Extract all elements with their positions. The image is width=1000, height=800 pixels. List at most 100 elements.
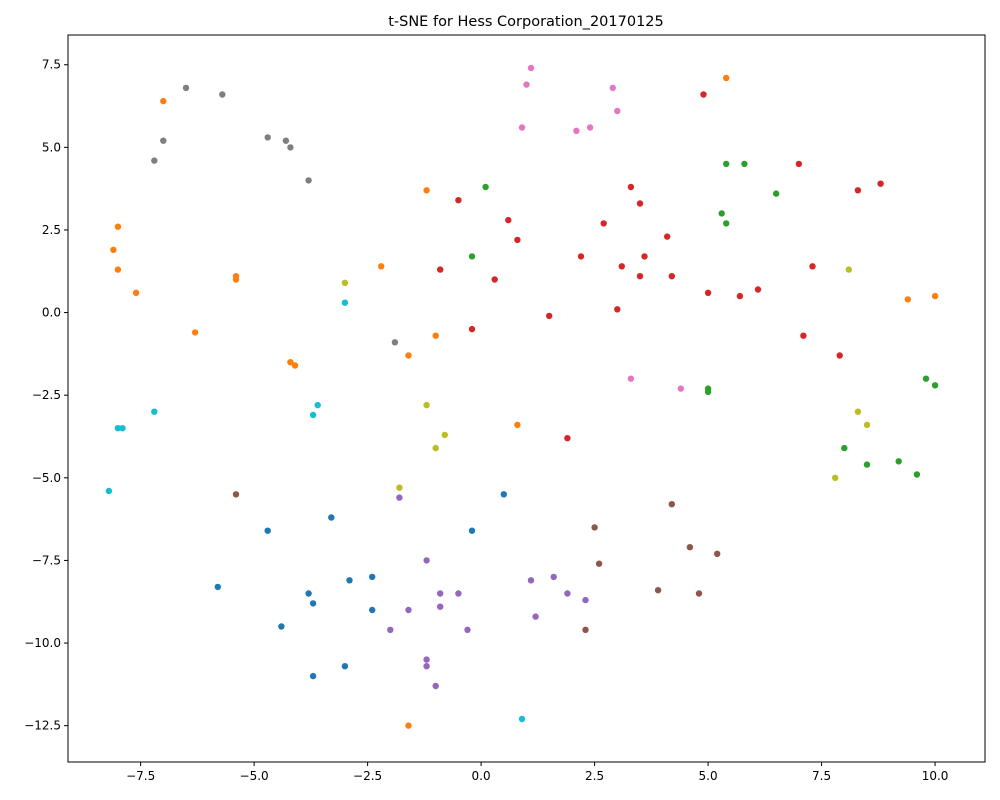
scatter-point (160, 137, 167, 144)
y-tick-label: 0.0 (42, 306, 61, 320)
x-axis: −7.5 −5.0 −2.5 0.0 2.5 5.0 7.5 10.0 (126, 762, 948, 783)
scatter-point (191, 329, 199, 336)
scatter-point (287, 359, 294, 366)
scatter-point (455, 590, 462, 597)
scatter-point (110, 246, 117, 253)
scatter-point (741, 160, 748, 168)
y-tick-label: −12.5 (24, 719, 61, 733)
scatter-point (523, 81, 530, 88)
scatter-point (346, 577, 353, 584)
scatter-point (182, 84, 190, 92)
scatter-point (618, 263, 625, 270)
scatter-point (654, 587, 662, 594)
scatter-point (854, 187, 862, 194)
scatter-point (160, 97, 167, 105)
y-tick-label: −2.5 (32, 388, 61, 402)
scatter-point (595, 560, 603, 567)
scatter-point (151, 408, 158, 415)
scatter-point (114, 266, 122, 273)
scatter-point (700, 91, 707, 98)
scatter-point (114, 223, 122, 230)
scatter-point (232, 491, 240, 498)
scatter-point (119, 425, 126, 432)
scatter-point (723, 220, 730, 227)
scatter-point (500, 491, 507, 498)
scatter-point (704, 385, 712, 392)
scatter-point (514, 236, 521, 244)
scatter-point (718, 210, 725, 217)
x-tick-label: −5.0 (240, 769, 269, 783)
scatter-point (369, 573, 376, 581)
scatter-point (600, 220, 607, 227)
scatter-point (795, 160, 803, 168)
scatter-point (664, 233, 671, 240)
scatter-point (754, 286, 762, 293)
scatter-point (527, 577, 535, 584)
scatter-point (441, 431, 448, 439)
scatter-point (931, 382, 939, 389)
x-tick-label: 0.0 (472, 769, 491, 783)
scatter-point (546, 312, 553, 320)
scatter-point (841, 444, 848, 452)
scatter-point (514, 421, 521, 429)
scatter-point (391, 339, 399, 346)
x-tick-label: 10.0 (922, 769, 949, 783)
scatter-point (405, 352, 412, 359)
scatter-point (468, 527, 476, 534)
scatter-point (736, 292, 744, 300)
scatter-point (854, 408, 862, 415)
y-tick-label: 5.0 (42, 140, 61, 154)
scatter-point (396, 484, 403, 491)
scatter-point (491, 276, 498, 283)
scatter-point (278, 623, 285, 630)
scatter-point (518, 715, 526, 723)
scatter-point (564, 435, 571, 442)
scatter-point (582, 626, 589, 633)
scatter-point (341, 663, 349, 670)
scatter-point (913, 471, 921, 478)
scatter-point (863, 421, 871, 429)
scatter-point (214, 583, 221, 591)
scatter-point (341, 299, 349, 306)
scatter-point (573, 127, 580, 134)
scatter-point (432, 444, 439, 452)
scatter-point (396, 494, 403, 501)
scatter-point (773, 190, 780, 197)
scatter-point (577, 253, 585, 260)
y-tick-label: −10.0 (24, 636, 61, 650)
scatter-point (132, 289, 140, 296)
scatter-point (423, 663, 430, 670)
scatter-point (219, 91, 226, 98)
scatter-point (309, 672, 317, 680)
x-tick-label: 5.0 (699, 769, 718, 783)
scatter-point (877, 180, 884, 187)
scatter-point (845, 266, 852, 273)
scatter-point (287, 144, 294, 151)
scatter-point (291, 362, 299, 369)
scatter-point (432, 332, 439, 339)
scatter-point (550, 573, 557, 581)
scatter-point (895, 458, 902, 465)
x-tick-label: 2.5 (585, 769, 604, 783)
scatter-point (328, 514, 335, 521)
scatter-point (904, 296, 911, 303)
scatter-point (636, 200, 644, 207)
scatter-point (614, 107, 621, 115)
scatter-point (668, 501, 675, 508)
scatter-point (704, 289, 712, 296)
scatter-point (723, 160, 730, 168)
scatter-point (586, 124, 594, 131)
y-axis: 7.5 5.0 2.5 0.0 −2.5 −5.0 −7.5 −10.0 −12.5 (24, 58, 68, 733)
scatter-point (437, 266, 444, 273)
scatter-point (423, 401, 430, 409)
scatter-point (341, 279, 349, 286)
scatter-point (591, 524, 598, 531)
scatter-points (105, 64, 939, 729)
scatter-point (636, 273, 644, 280)
scatter-point (564, 590, 571, 597)
scatter-point (437, 603, 444, 610)
x-tick-label: 7.5 (812, 769, 831, 783)
scatter-point (609, 84, 616, 92)
scatter-point (378, 263, 385, 270)
